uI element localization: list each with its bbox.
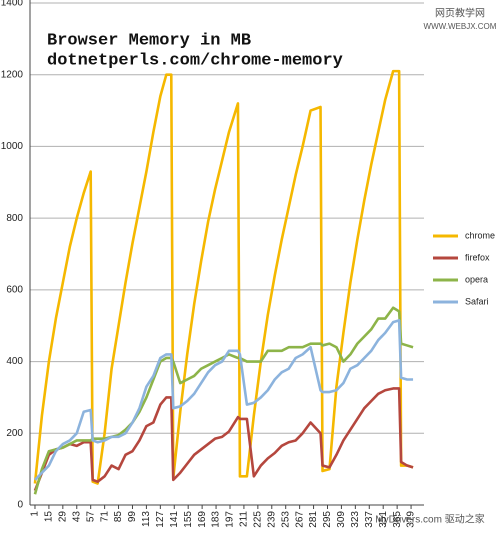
x-tick-label: 379 xyxy=(406,511,417,528)
x-tick-label: 113 xyxy=(141,511,152,527)
x-tick-label: 99 xyxy=(127,511,138,523)
y-tick-label: 1200 xyxy=(1,69,24,80)
y-tick-label: 800 xyxy=(6,213,23,224)
x-tick-label: 267 xyxy=(294,511,305,528)
y-tick-label: 200 xyxy=(6,428,23,439)
x-tick-label: 85 xyxy=(113,511,124,523)
x-tick-label: 295 xyxy=(322,511,333,528)
x-tick-label: 323 xyxy=(350,511,361,528)
y-tick-label: 1400 xyxy=(1,0,24,9)
x-tick-label: 351 xyxy=(378,511,389,528)
x-tick-label: 127 xyxy=(155,511,166,528)
y-tick-label: 600 xyxy=(6,284,23,295)
y-tick-label: 0 xyxy=(17,500,23,511)
x-tick-label: 211 xyxy=(239,511,250,527)
x-tick-label: 71 xyxy=(99,511,110,523)
x-tick-label: 43 xyxy=(71,511,82,523)
x-tick-label: 15 xyxy=(44,511,55,523)
x-tick-label: 225 xyxy=(252,511,263,528)
y-tick-label: 1000 xyxy=(1,141,24,152)
x-tick-label: 29 xyxy=(57,511,68,523)
x-tick-label: 57 xyxy=(85,511,96,523)
legend-label: chrome xyxy=(465,230,495,240)
x-tick-label: 281 xyxy=(308,511,319,528)
watermark: MyDrivers.com 驱动之家 xyxy=(375,513,484,526)
series-line xyxy=(33,306,414,495)
x-tick-label: 365 xyxy=(392,511,403,528)
x-tick-label: 337 xyxy=(364,511,375,528)
x-tick-label: 169 xyxy=(197,511,208,528)
watermark: WWW.WEBJX.COM xyxy=(424,22,497,31)
series-line xyxy=(34,319,414,481)
x-tick-label: 309 xyxy=(336,511,347,528)
x-tick-label: 141 xyxy=(169,511,180,528)
x-tick-label: 253 xyxy=(280,511,291,528)
x-tick-label: 197 xyxy=(225,511,236,528)
legend-label: firefox xyxy=(465,252,490,262)
legend-label: opera xyxy=(465,274,488,284)
x-tick-label: 155 xyxy=(183,511,194,528)
chart-title: Browser Memory in MB xyxy=(47,31,251,50)
chart-subtitle: dotnetperls.com/chrome-memory xyxy=(47,51,343,70)
x-tick-label: 1 xyxy=(30,511,41,517)
legend-label: Safari xyxy=(465,296,489,306)
y-tick-label: 400 xyxy=(6,356,23,367)
series-line xyxy=(33,69,414,485)
x-tick-label: 239 xyxy=(266,511,277,528)
x-tick-label: 183 xyxy=(211,511,222,528)
series-line xyxy=(33,387,414,492)
watermark: 网页教学网 xyxy=(435,7,485,20)
plot xyxy=(33,69,414,495)
